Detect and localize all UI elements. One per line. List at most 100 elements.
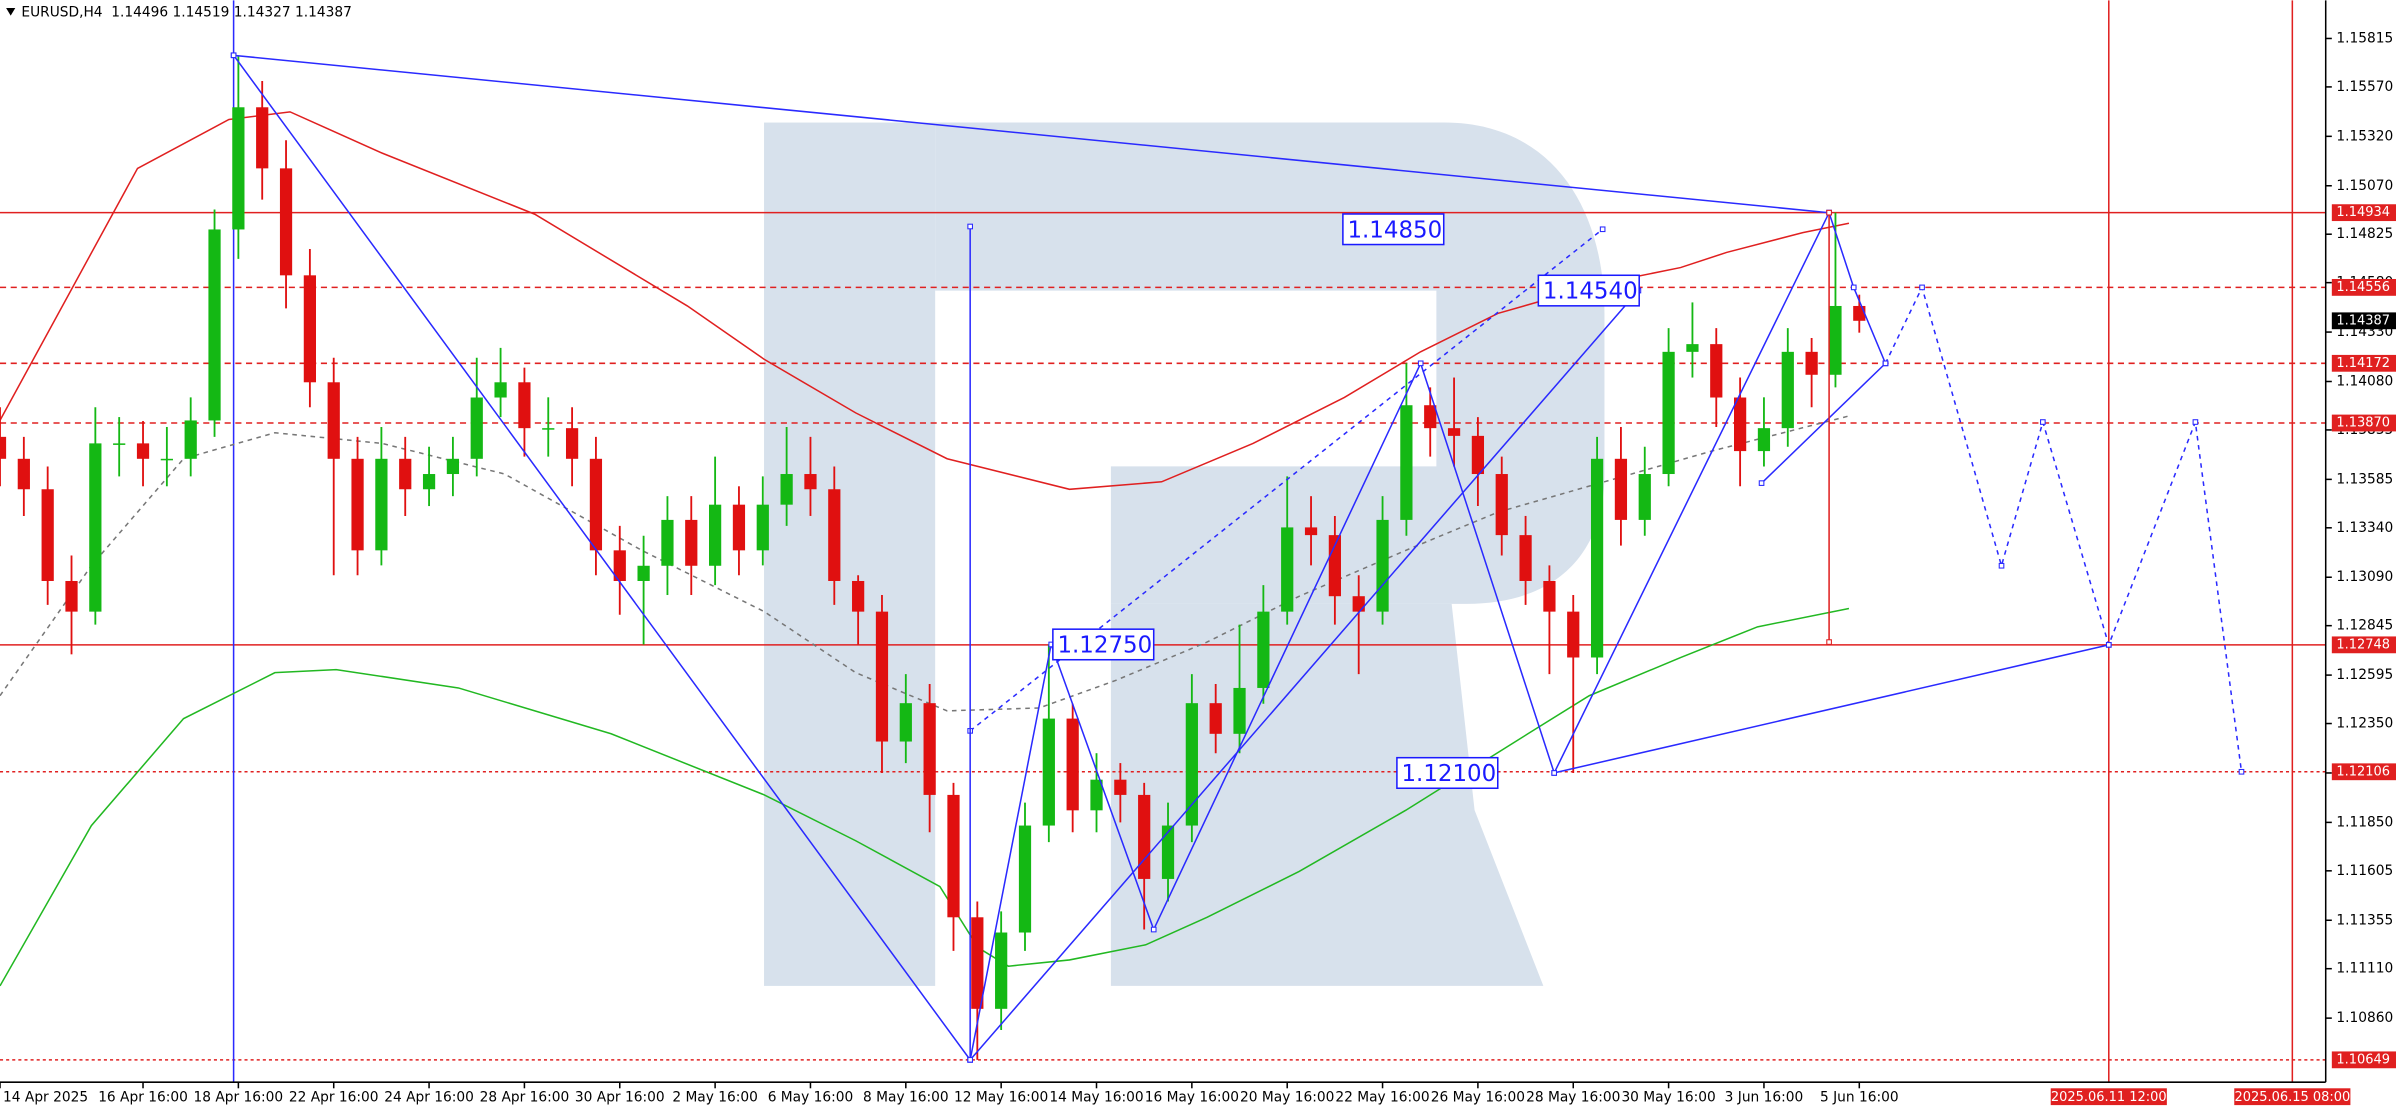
candle-body (685, 519, 698, 566)
x-tick-label: 24 Apr 16:00 (384, 1089, 474, 1105)
trend-handle (230, 52, 237, 59)
trend-handle (1998, 562, 2005, 569)
candle-body (1495, 474, 1508, 536)
header-arrow (6, 7, 16, 16)
watermark (764, 122, 1605, 986)
y-tick-label: 1.11605 (2336, 863, 2393, 879)
candle-body (852, 580, 865, 612)
candle-body (1424, 405, 1437, 429)
candle-body (1853, 305, 1866, 321)
level-label: 1.10649 (2336, 1052, 2390, 1067)
y-tick-label: 1.12845 (2336, 618, 2393, 634)
candle-body (565, 428, 579, 459)
x-tick-label: 12 May 16:00 (954, 1089, 1048, 1105)
moving-average (0, 111, 1850, 491)
candle-body (1686, 344, 1699, 352)
trend-handle (1150, 926, 1157, 933)
trend-handle (1882, 360, 1889, 367)
trend-line (969, 228, 1604, 732)
y-tick-label: 1.13585 (2336, 471, 2393, 487)
candle-body (542, 428, 555, 430)
candle-body (589, 458, 603, 551)
candle-body (1138, 794, 1151, 879)
chart-title: EURUSD,H4 1.14496 1.14519 1.14327 1.1438… (21, 5, 351, 21)
annotation-label: 1.14540 (1543, 279, 1638, 305)
candle-body (947, 794, 960, 918)
annotation-label: 1.12750 (1057, 632, 1152, 658)
candle-body (613, 550, 626, 581)
candle-body (1805, 351, 1818, 375)
x-tick-label: 28 Apr 16:00 (480, 1089, 570, 1105)
candle-body (89, 443, 102, 612)
y-tick-label: 1.14825 (2336, 226, 2393, 242)
candle-body (1233, 687, 1246, 734)
candle-body (1781, 351, 1794, 429)
candle-body (637, 565, 650, 581)
candle-body (1710, 344, 1723, 398)
candle-body (1376, 519, 1389, 612)
annotation-label: 1.12100 (1401, 761, 1496, 787)
x-tick-label: 8 May 16:00 (863, 1089, 949, 1105)
time-marker-label: 2025.06.15 08:00 (2234, 1090, 2350, 1105)
candle-body (65, 580, 78, 612)
x-tick-label: 14 May 16:00 (1049, 1089, 1143, 1105)
candle-body (1352, 596, 1365, 612)
trend-line (1761, 362, 1887, 484)
candle-body (1161, 825, 1175, 879)
y-tick-label: 1.15320 (2336, 128, 2393, 144)
candle-body (399, 458, 412, 490)
x-tick-label: 28 May 16:00 (1526, 1089, 1620, 1105)
watermark-stem (764, 122, 936, 986)
level-label: 1.12106 (2336, 764, 2390, 779)
candle-body (160, 458, 173, 461)
time-marker-box (2234, 1088, 2351, 1106)
y-tick-label: 1.13090 (2336, 569, 2393, 585)
trend-line (1554, 644, 2109, 774)
watermark-leg (1110, 603, 1544, 986)
candle-body (1614, 458, 1628, 520)
y-tick-label: 1.12595 (2336, 667, 2393, 683)
x-tick-label: 3 Jun 16:00 (1725, 1089, 1804, 1105)
candle-body (1567, 611, 1580, 658)
last-price-box (2331, 312, 2396, 330)
candle-body (1114, 779, 1127, 795)
candle-body (1400, 405, 1413, 520)
candle-body (804, 474, 817, 490)
x-tick-label: 6 May 16:00 (768, 1089, 854, 1105)
candle-body (756, 504, 769, 551)
candle-body (1090, 779, 1103, 811)
level-label-box (2331, 636, 2396, 654)
y-tick-label: 1.11355 (2336, 912, 2393, 928)
trend-handle (1850, 284, 1857, 291)
candle-body (1638, 474, 1651, 520)
candle-body (375, 458, 388, 551)
candle-body (279, 168, 293, 276)
trend-handle (1551, 770, 1558, 776)
candle-body (208, 229, 221, 421)
candle-body (232, 107, 245, 230)
candle-body (661, 519, 674, 566)
trend-handle (2238, 768, 2245, 775)
level-label: 1.14172 (2336, 356, 2390, 371)
candle-body (470, 397, 483, 459)
candle-body (518, 382, 531, 429)
x-tick-label: 20 May 16:00 (1240, 1089, 1334, 1105)
y-tick-label: 1.10860 (2336, 1010, 2393, 1026)
y-tick-label: 1.14080 (2336, 373, 2393, 389)
trend-handle (2192, 419, 2199, 425)
trend-line (969, 289, 1639, 1061)
x-tick-label: 22 May 16:00 (1335, 1089, 1429, 1105)
trend-handle (967, 1057, 973, 1063)
candle-body (1281, 527, 1294, 612)
candle-body (1257, 611, 1270, 688)
trend-handle (967, 223, 973, 230)
candle-body (709, 504, 722, 566)
candle-body (17, 458, 30, 490)
candle-body (780, 474, 793, 505)
candle-body (1757, 428, 1771, 452)
candle-body (875, 611, 889, 742)
trend-line (233, 54, 1830, 214)
candle-body (1543, 580, 1556, 612)
candle-body (1733, 397, 1747, 452)
